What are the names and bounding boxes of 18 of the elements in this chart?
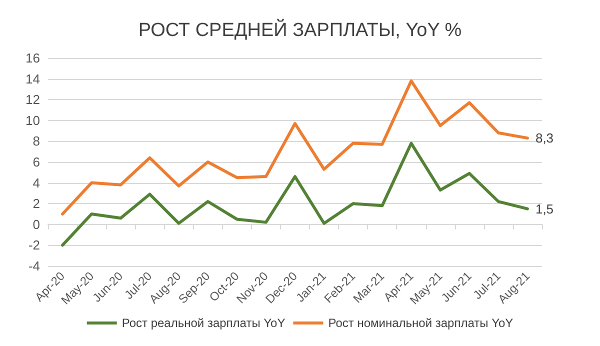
- y-tick-label: 16: [26, 50, 40, 66]
- y-tick-label: 6: [32, 154, 40, 170]
- y-tick-label: 12: [26, 92, 40, 108]
- y-tick-label: -2: [28, 238, 40, 253]
- line-series: [61, 142, 529, 247]
- y-tick-label: 8: [32, 134, 40, 149]
- y-tick-label: -4: [28, 258, 40, 274]
- y-tick-label: 14: [26, 71, 40, 86]
- line-series: [61, 79, 529, 216]
- y-tick-label: 10: [26, 112, 40, 128]
- legend-label: Рост номинальной зарплаты YoY: [328, 316, 514, 330]
- data-label: 1,5: [535, 201, 554, 216]
- y-tick-label: 0: [32, 216, 40, 232]
- data-label: 8,3: [535, 130, 554, 146]
- y-tick-label: 2: [32, 196, 40, 212]
- legend-label: Рост реальной зарплаты YoY: [122, 316, 286, 330]
- y-tick-label: 4: [32, 175, 40, 190]
- chart-title: РОСТ СРЕДНЕЙ ЗАРПЛАТЫ, YoY %: [138, 18, 462, 41]
